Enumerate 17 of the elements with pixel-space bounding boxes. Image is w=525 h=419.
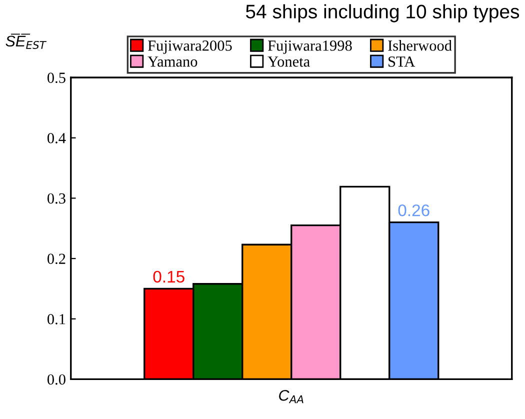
data-label: 0.26 bbox=[398, 204, 430, 216]
legend-label: STA bbox=[388, 56, 416, 67]
chart-title: 54 ships including 10 ship types bbox=[246, 4, 520, 22]
legend-label: Yoneta bbox=[268, 56, 310, 67]
y-tick-label: 0.4 bbox=[48, 132, 66, 144]
x-axis-title: C$_{AA}$ bbox=[279, 390, 304, 404]
legend-label: Yamano bbox=[148, 56, 198, 67]
legend-label: Isherwood bbox=[388, 40, 452, 51]
y-tick-label: 0.1 bbox=[48, 314, 66, 324]
y-tick-label: 0.2 bbox=[48, 254, 66, 264]
legend-label: Fujiwara2005 bbox=[148, 40, 232, 54]
data-label: 0.15 bbox=[153, 270, 184, 283]
y-tick-label: 0.0 bbox=[48, 374, 66, 385]
y-tick-label: 0.3 bbox=[48, 193, 66, 204]
y-axis-title: S̅E̅$_{EST}$ bbox=[6, 34, 47, 50]
legend-label: Fujiwara1998 bbox=[268, 40, 352, 54]
y-tick-label: 0.5 bbox=[48, 72, 66, 84]
